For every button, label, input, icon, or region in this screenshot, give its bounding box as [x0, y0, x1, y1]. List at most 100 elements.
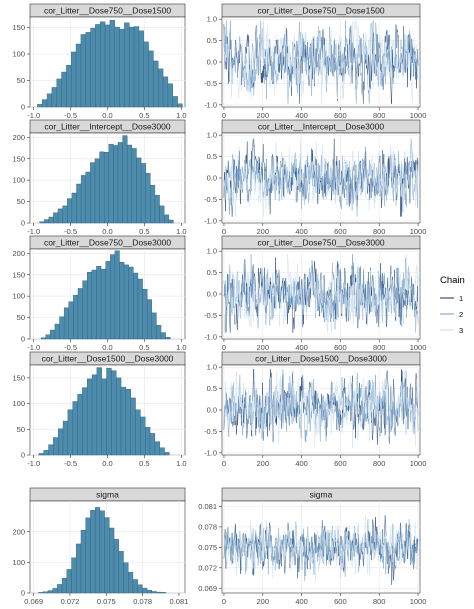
x-tick-label: 1000	[410, 343, 427, 352]
histogram-bar	[51, 87, 57, 108]
y-tick-label: -0.5	[204, 79, 217, 88]
panel-7: cor_Litter__Dose1500__Dose3000 0 200 400 600…	[204, 351, 426, 468]
y-tick-label: 150	[12, 154, 25, 163]
histogram-bar	[154, 441, 160, 456]
histogram-bar	[87, 271, 93, 340]
histogram-bar	[94, 158, 100, 224]
histogram-bar	[73, 295, 79, 340]
histogram-bar	[133, 272, 139, 340]
histogram-bar	[48, 216, 54, 224]
histogram-bar	[76, 543, 82, 594]
x-tick-label: 800	[373, 111, 386, 120]
histogram-bar	[47, 590, 53, 594]
x-tick-label: 1.0	[176, 227, 186, 236]
histogram-bar	[85, 517, 91, 594]
x-tick-label: 0.069	[24, 597, 43, 606]
y-tick-label: 0.078	[198, 522, 217, 531]
y-tick-label: 0.5	[207, 152, 217, 161]
y-tick-label: 0	[21, 451, 25, 460]
x-tick-label: 400	[295, 227, 308, 236]
histogram-bar	[109, 527, 115, 594]
trace-line-chain-3	[223, 138, 419, 217]
x-tick-label: 0	[222, 597, 226, 606]
histogram-bar	[137, 584, 143, 594]
y-tick-label: 0.081	[198, 502, 217, 511]
x-tick-label: 800	[373, 343, 386, 352]
y-tick-label: 0.072	[198, 563, 217, 572]
histogram-bar	[123, 264, 129, 340]
histogram-bar	[114, 250, 120, 340]
panel-title: cor_Litter__Intercept__Dose3000	[44, 122, 170, 132]
histogram-bar	[130, 397, 136, 456]
histogram-bar	[56, 78, 62, 108]
x-tick-label: 0.0	[102, 227, 112, 236]
histogram-bar	[135, 409, 141, 456]
histogram-bar	[160, 332, 166, 340]
y-tick-label: 1.0	[207, 363, 217, 372]
x-tick-label: -1.0	[27, 111, 40, 120]
histogram-bar	[54, 323, 60, 340]
x-tick-label: 200	[257, 227, 270, 236]
x-tick-label: 400	[295, 597, 308, 606]
histogram-bar	[66, 569, 72, 594]
histogram-bar	[100, 21, 106, 108]
histogram-bar	[66, 64, 72, 108]
histogram-bar	[90, 162, 96, 224]
panel-title: sigma	[96, 490, 119, 500]
histogram-bar	[156, 325, 162, 340]
trace-line-chain-2	[223, 518, 419, 581]
x-tick-label: 400	[295, 343, 308, 352]
x-tick-label: 400	[295, 111, 308, 120]
histogram-bar	[43, 450, 49, 456]
trace-line-chain-1	[223, 20, 419, 104]
histogram-bar	[120, 386, 127, 456]
x-tick-label: 1000	[410, 227, 427, 236]
histogram-bar	[72, 401, 78, 456]
histogram-bar	[177, 103, 183, 108]
panel-1: cor_Litter__Dose750__Dose1500 0 200 400 600 8…	[204, 3, 426, 120]
histogram-bar	[165, 337, 171, 340]
y-tick-label: 0.5	[207, 384, 217, 393]
x-tick-label: -0.5	[64, 227, 77, 236]
histogram-bar	[82, 280, 88, 340]
x-tick-label: 1.0	[176, 343, 186, 352]
histogram-bar	[148, 50, 154, 108]
x-tick-label: 600	[334, 111, 347, 120]
legend-label-chain-3: 3	[459, 326, 463, 335]
histogram-bar	[99, 151, 105, 224]
trace-line-chain-3	[223, 257, 419, 333]
histogram-bar	[168, 219, 174, 224]
histogram-bar	[62, 420, 69, 456]
histogram-bar	[119, 28, 125, 108]
y-tick-label: 100	[12, 558, 25, 567]
histogram-bar	[80, 529, 86, 594]
histogram-bar	[128, 266, 134, 340]
x-tick-label: 0	[222, 111, 226, 120]
x-tick-label: 0	[222, 459, 226, 468]
histogram-bar	[140, 163, 146, 224]
y-tick-label: 0	[21, 103, 25, 112]
histogram-bar	[150, 185, 156, 224]
legend: Chain 1 2 3	[440, 275, 465, 335]
histogram-bar	[106, 367, 112, 456]
x-tick-label: -0.5	[64, 343, 77, 352]
histogram-bar	[167, 83, 173, 108]
histogram-bar	[104, 24, 111, 108]
histogram-bar	[109, 19, 115, 108]
x-tick-label: 200	[257, 111, 270, 120]
x-tick-label: 0.081	[170, 597, 189, 606]
x-tick-label: 600	[334, 597, 347, 606]
histogram-bar	[145, 173, 151, 224]
y-tick-label: 150	[12, 270, 25, 279]
panel-title: cor_Litter__Intercept__Dose3000	[258, 122, 384, 132]
histogram-bar	[123, 562, 129, 594]
histogram-bar	[85, 171, 91, 224]
panel-title: cor_Litter__Dose1500__Dose3000	[255, 354, 387, 364]
histogram-bar	[45, 334, 51, 340]
histogram-bar	[143, 41, 149, 108]
x-tick-label: 200	[257, 343, 270, 352]
histogram-bar	[158, 68, 164, 108]
panel-3: cor_Litter__Intercept__Dose3000 0 200 400 60…	[204, 119, 427, 236]
histogram-bar	[95, 24, 101, 108]
histogram-bar	[100, 268, 106, 340]
